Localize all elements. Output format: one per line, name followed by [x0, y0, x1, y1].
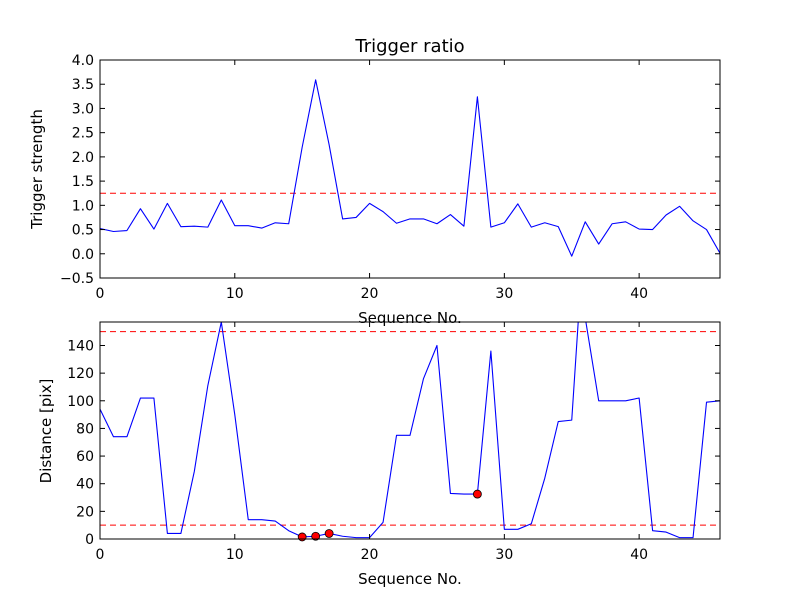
bottom-x-axis-label: Sequence No.	[358, 570, 462, 588]
top-plot-area: 0 10 20 30 40 −0.5 0.0 0.5 1.0 1.5 2.0 2.5 3.0 3.5 4.0	[60, 53, 721, 302]
bottom-marker-point	[297, 532, 307, 542]
bottom-y-tick-label: 0	[85, 532, 94, 548]
top-y-tick-label: 2.0	[72, 150, 94, 166]
top-x-axis-label: Sequence No.	[358, 309, 462, 327]
top-x-tick-label: 20	[361, 286, 379, 302]
bottom-x-tick-label: 40	[630, 547, 648, 563]
top-y-tick-label: 3.0	[72, 101, 94, 117]
bottom-x-tick-label: 20	[361, 547, 379, 563]
top-y-axis-label: Trigger strength	[28, 109, 46, 230]
top-chart-title: Trigger ratio	[354, 36, 464, 57]
top-y-tick-label: 0.0	[72, 247, 94, 263]
bottom-y-axis-label: Distance [pix]	[37, 379, 55, 484]
bottom-y-tick-label: 20	[76, 504, 94, 520]
bottom-x-tick-label: 10	[226, 547, 244, 563]
bottom-marker-point	[472, 489, 482, 499]
bottom-plot-area: 0 10 20 30 40 0 20 40 60 80 100 120 140	[67, 321, 721, 563]
top-y-tick-label: −0.5	[60, 271, 94, 287]
bottom-y-tick-label: 40	[76, 477, 94, 493]
top-y-tick-label: 1.0	[72, 198, 94, 214]
bottom-axes-frame	[99, 321, 721, 540]
bottom-y-tick-label: 60	[76, 449, 94, 465]
top-axes-frame	[99, 59, 721, 279]
bottom-y-tick-label: 120	[67, 366, 94, 382]
top-y-tick-label: 4.0	[72, 53, 94, 69]
top-x-tick-label: 0	[96, 286, 105, 302]
top-x-tick-label: 30	[495, 286, 513, 302]
bottom-series-line-0	[100, 322, 720, 539]
bottom-y-tick-label: 100	[67, 394, 94, 410]
bottom-x-tick-label: 0	[96, 547, 105, 563]
top-series-line-0	[100, 79, 720, 257]
bottom-chart: 0 10 20 30 40 0 20 40 60 80 100 120 140 Sequence No.…	[37, 321, 721, 588]
bottom-y-tick-label: 80	[76, 421, 94, 437]
top-y-tick-label: 2.5	[72, 126, 94, 142]
top-x-tick-label: 40	[630, 286, 648, 302]
bottom-y-tick-label: 140	[67, 338, 94, 354]
top-y-tick-label: 1.5	[72, 174, 94, 190]
bottom-marker-point	[324, 529, 334, 538]
bottom-x-tick-label: 30	[495, 547, 513, 563]
top-x-tick-label: 10	[226, 286, 244, 302]
bottom-marker-point	[311, 531, 321, 541]
top-y-tick-label: 3.5	[72, 77, 94, 93]
top-y-tick-label: 0.5	[72, 223, 94, 239]
